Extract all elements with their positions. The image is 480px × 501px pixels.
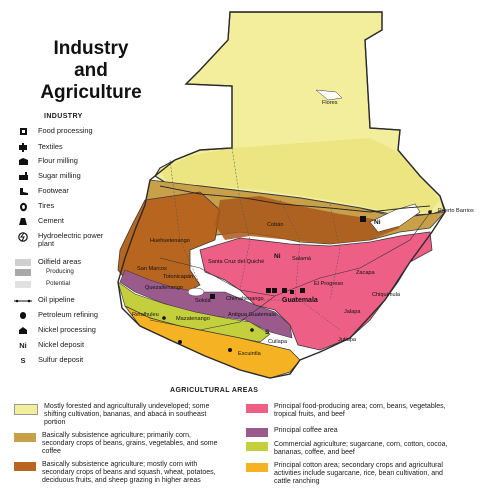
label-zacapa: Zacapa bbox=[356, 270, 376, 276]
oilfield-icon bbox=[14, 258, 32, 267]
legend-food-processing: Food processing bbox=[14, 127, 93, 136]
factory-marker bbox=[266, 288, 271, 293]
agri-legend-subsistence-corn: Basically subsistence agriculture; prima… bbox=[14, 432, 222, 456]
symbol-nickel-coban: Ni bbox=[374, 219, 381, 226]
label-solola: Sololá bbox=[195, 298, 211, 304]
label-quezaltenango: Quezaltenango bbox=[145, 285, 183, 291]
legend-petroleum-refining: Petroleum refining bbox=[14, 311, 98, 320]
legend-oilfield: Oilfield areas bbox=[14, 258, 81, 267]
legend-oilfield-potential: Potential bbox=[14, 280, 70, 289]
nickel-deposit-icon: Ni bbox=[19, 340, 27, 350]
agri-swatch bbox=[14, 433, 36, 442]
label-san-marcos: San Marcos bbox=[137, 266, 167, 272]
label-chiquimula: Chiquimula bbox=[372, 292, 401, 298]
oil-pipeline-icon bbox=[14, 296, 32, 305]
legend-oil-pipeline: Oil pipeline bbox=[14, 296, 75, 305]
legend-hydroelectric: Hydroelectric power plant bbox=[14, 232, 108, 248]
label-santa-cruz: Santa Cruz del Quiché bbox=[208, 259, 264, 265]
label-retalhuleu: Retalhuleu bbox=[132, 312, 159, 318]
legend-sugar-milling: Sugar milling bbox=[14, 172, 81, 181]
label-flores: Flores bbox=[322, 100, 338, 106]
label-salama: Salamá bbox=[292, 256, 312, 262]
symbol-sulfur: S bbox=[265, 329, 270, 336]
factory-marker bbox=[272, 288, 277, 293]
flour-milling-icon bbox=[14, 157, 32, 166]
petroleum-refining-icon bbox=[14, 311, 32, 320]
region-food-producing bbox=[199, 231, 433, 351]
agri-swatch bbox=[14, 404, 38, 415]
legend-cement: Cement bbox=[14, 217, 64, 226]
lake-peten bbox=[315, 89, 343, 101]
oilfield-producing-swatch bbox=[14, 268, 32, 277]
agri-legend-cotton: Principal cotton area; secondary crops a… bbox=[246, 462, 454, 486]
oil-pipeline bbox=[159, 185, 431, 213]
label-jalapa: Jalapa bbox=[344, 309, 361, 315]
agri-legend-subsistence-highland: Basically subsistence agriculture; mostl… bbox=[14, 461, 222, 485]
symbol-nickel-izabal: Ni bbox=[274, 253, 281, 260]
footwear-icon bbox=[14, 187, 32, 196]
textiles-icon bbox=[14, 143, 32, 152]
hydroelectric-icon bbox=[14, 231, 32, 242]
region-forested-south-band bbox=[160, 138, 440, 212]
city-dot bbox=[228, 348, 232, 352]
agri-legend-commercial: Commercial agriculture; sugarcane, corn,… bbox=[246, 441, 454, 457]
region-subsistence-highland-east bbox=[215, 196, 400, 244]
agri-swatch bbox=[246, 442, 268, 451]
legend-flour-milling: Flour milling bbox=[14, 157, 78, 166]
label-chimaltenango: Chimaltenango bbox=[226, 296, 264, 302]
industry-markers bbox=[162, 210, 432, 352]
legend-nickel-deposit: Ni Nickel deposit bbox=[14, 341, 84, 350]
city-dot bbox=[178, 340, 182, 344]
label-cuilapa: Cuilapa bbox=[268, 339, 288, 345]
nickel-processing-icon bbox=[14, 326, 32, 335]
map-title: Industry and Agriculture bbox=[40, 38, 142, 103]
roads bbox=[149, 209, 433, 331]
country-outline bbox=[117, 11, 446, 379]
city-dot bbox=[162, 316, 166, 320]
legend-textiles: Textiles bbox=[14, 143, 63, 152]
lake-atitlan bbox=[187, 287, 205, 297]
lake-izabal bbox=[369, 203, 421, 233]
agricultural-heading: AGRICULTURAL AREAS bbox=[170, 387, 259, 394]
factory-marker bbox=[210, 294, 215, 299]
factory-marker bbox=[360, 216, 366, 222]
sulfur-deposit-icon: S bbox=[20, 355, 26, 365]
legend-tires: Tires bbox=[14, 202, 54, 211]
label-totonicapan: Totonicapán bbox=[163, 274, 193, 280]
legend-nickel-processing: Nickel processing bbox=[14, 326, 96, 335]
agri-legend-forested: Mostly forested and agriculturally undev… bbox=[14, 403, 224, 427]
factory-marker bbox=[300, 288, 305, 293]
label-huehuetenango: Huehuetenango bbox=[150, 238, 190, 244]
agri-swatch bbox=[246, 404, 268, 413]
label-coban: Cobán bbox=[267, 222, 283, 228]
sugar-milling-icon bbox=[14, 172, 32, 181]
city-dot bbox=[250, 328, 254, 332]
label-mazatenango: Mazatenango bbox=[176, 316, 210, 322]
legend-oilfield-producing: Producing bbox=[14, 268, 74, 277]
label-antigua: Antigua Guatemala bbox=[228, 312, 277, 318]
oilfield-potential-swatch bbox=[14, 280, 32, 289]
legend-footwear: Footwear bbox=[14, 187, 69, 196]
agri-legend-coffee: Principal coffee area bbox=[246, 427, 454, 437]
label-el-progreso: El Progreso bbox=[314, 281, 343, 287]
label-puerto-barrios: Puerto Barrios bbox=[438, 208, 474, 214]
agri-swatch bbox=[14, 462, 36, 471]
agri-legend-food-producing: Principal food-producing area; corn, bea… bbox=[246, 403, 454, 419]
factory-marker bbox=[282, 288, 287, 293]
agri-swatch bbox=[246, 428, 268, 437]
label-escuintla: Escuintla bbox=[238, 351, 262, 357]
label-guatemala: Guatemala bbox=[282, 297, 318, 304]
tires-icon bbox=[14, 202, 32, 211]
legend-sulfur-deposit: S Sulfur deposit bbox=[14, 356, 83, 365]
food-processing-icon bbox=[14, 127, 32, 136]
city-dot bbox=[428, 210, 432, 214]
department-boundaries bbox=[169, 147, 341, 331]
label-jutiapa: Jutiapa bbox=[338, 337, 357, 343]
factory-marker bbox=[290, 290, 294, 294]
agri-swatch bbox=[246, 463, 268, 472]
industry-heading: INDUSTRY bbox=[44, 113, 83, 120]
cement-icon bbox=[14, 217, 32, 226]
